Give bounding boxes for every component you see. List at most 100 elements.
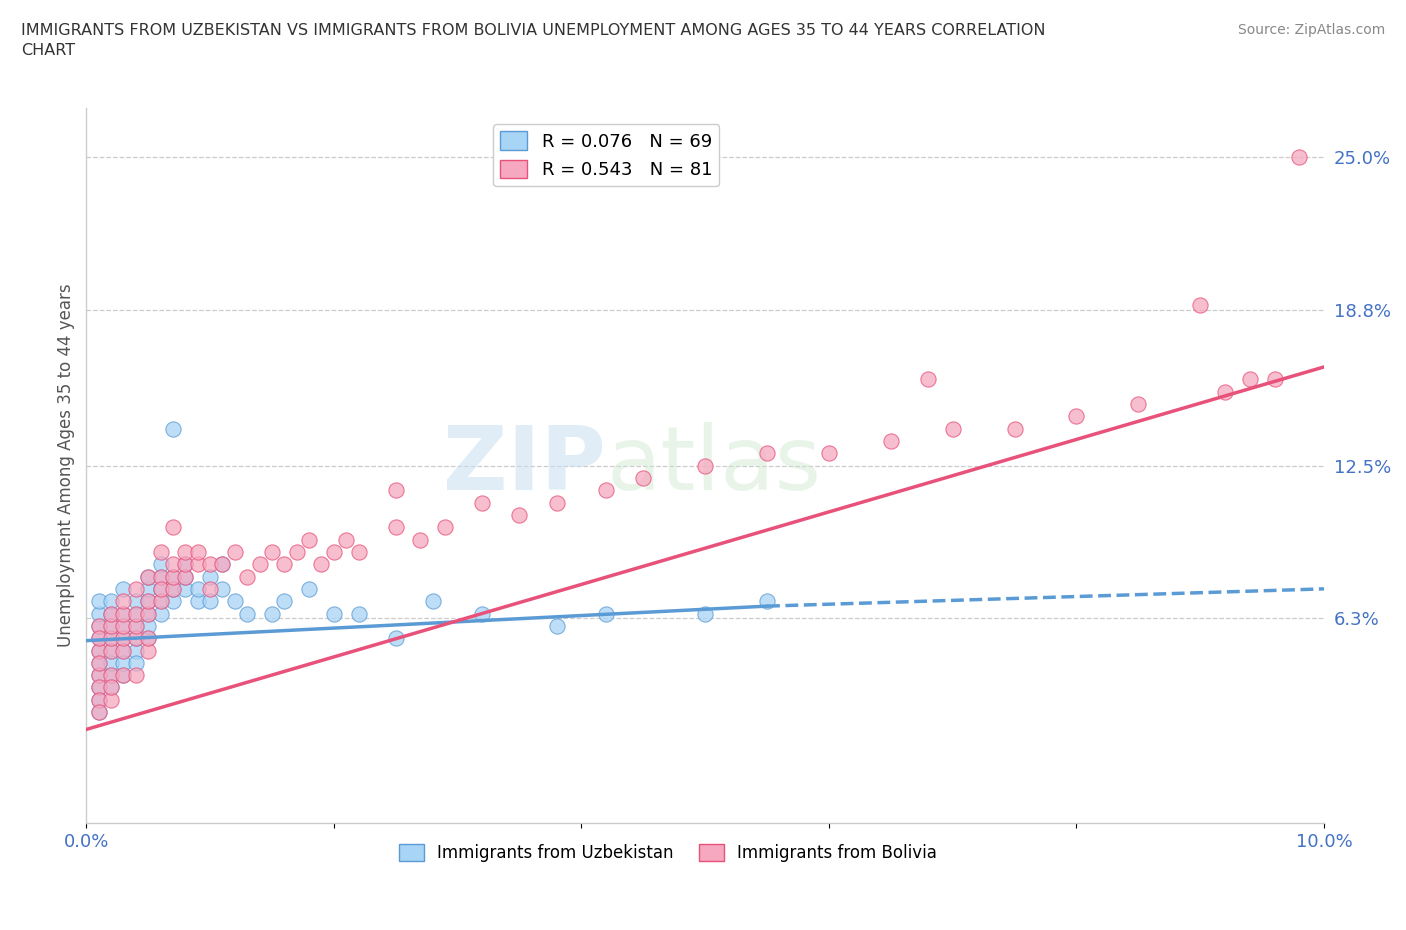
Point — [87, 693, 110, 708]
Point — [87, 656, 110, 671]
Point — [260, 544, 283, 559]
Point — [187, 593, 209, 608]
Point — [298, 581, 321, 596]
Point — [633, 471, 655, 485]
Point — [756, 445, 779, 460]
Point — [87, 656, 110, 671]
Point — [136, 569, 159, 584]
Point — [236, 569, 259, 584]
Point — [100, 618, 122, 633]
Point — [174, 557, 197, 572]
Text: atlas: atlas — [606, 422, 821, 509]
Point — [136, 643, 159, 658]
Point — [187, 557, 209, 572]
Point — [100, 631, 122, 645]
Point — [162, 569, 184, 584]
Point — [187, 544, 209, 559]
Point — [87, 618, 110, 633]
Point — [174, 581, 197, 596]
Point — [162, 421, 184, 436]
Point — [87, 668, 110, 683]
Point — [162, 569, 184, 584]
Point — [384, 483, 406, 498]
Point — [162, 581, 184, 596]
Point — [125, 631, 148, 645]
Point — [125, 631, 148, 645]
Point — [149, 544, 172, 559]
Point — [1239, 372, 1261, 387]
Point — [198, 557, 221, 572]
Point — [112, 668, 135, 683]
Point — [87, 705, 110, 720]
Point — [87, 631, 110, 645]
Point — [112, 618, 135, 633]
Point — [112, 581, 135, 596]
Point — [136, 606, 159, 621]
Point — [87, 668, 110, 683]
Point — [100, 593, 122, 608]
Point — [546, 618, 568, 633]
Point — [136, 581, 159, 596]
Point — [87, 606, 110, 621]
Point — [434, 520, 457, 535]
Point — [100, 693, 122, 708]
Point — [1004, 421, 1026, 436]
Point — [125, 581, 148, 596]
Point — [100, 680, 122, 695]
Point — [409, 532, 432, 547]
Point — [87, 631, 110, 645]
Point — [162, 593, 184, 608]
Point — [1066, 409, 1088, 424]
Point — [695, 458, 717, 473]
Point — [87, 643, 110, 658]
Point — [1263, 372, 1285, 387]
Point — [595, 483, 617, 498]
Point — [136, 593, 159, 608]
Point — [125, 618, 148, 633]
Point — [695, 606, 717, 621]
Point — [136, 631, 159, 645]
Point — [100, 606, 122, 621]
Point — [149, 569, 172, 584]
Point — [149, 557, 172, 572]
Point — [87, 680, 110, 695]
Point — [125, 606, 148, 621]
Point — [100, 668, 122, 683]
Point — [125, 668, 148, 683]
Point — [100, 606, 122, 621]
Point — [880, 433, 903, 448]
Point — [149, 581, 172, 596]
Point — [198, 593, 221, 608]
Point — [149, 593, 172, 608]
Point — [174, 544, 197, 559]
Point — [162, 581, 184, 596]
Point — [595, 606, 617, 621]
Point — [112, 606, 135, 621]
Point — [347, 606, 370, 621]
Point — [162, 557, 184, 572]
Point — [311, 557, 333, 572]
Point — [125, 656, 148, 671]
Point — [162, 520, 184, 535]
Point — [508, 508, 530, 523]
Point — [1213, 384, 1236, 399]
Point — [112, 631, 135, 645]
Point — [100, 618, 122, 633]
Point — [87, 680, 110, 695]
Point — [917, 372, 939, 387]
Point — [125, 593, 148, 608]
Point — [174, 557, 197, 572]
Point — [112, 643, 135, 658]
Y-axis label: Unemployment Among Ages 35 to 44 years: Unemployment Among Ages 35 to 44 years — [58, 284, 75, 647]
Point — [347, 544, 370, 559]
Point — [136, 569, 159, 584]
Point — [149, 593, 172, 608]
Point — [136, 593, 159, 608]
Point — [136, 631, 159, 645]
Point — [112, 606, 135, 621]
Point — [285, 544, 308, 559]
Point — [136, 606, 159, 621]
Point — [100, 643, 122, 658]
Point — [211, 557, 233, 572]
Point — [211, 581, 233, 596]
